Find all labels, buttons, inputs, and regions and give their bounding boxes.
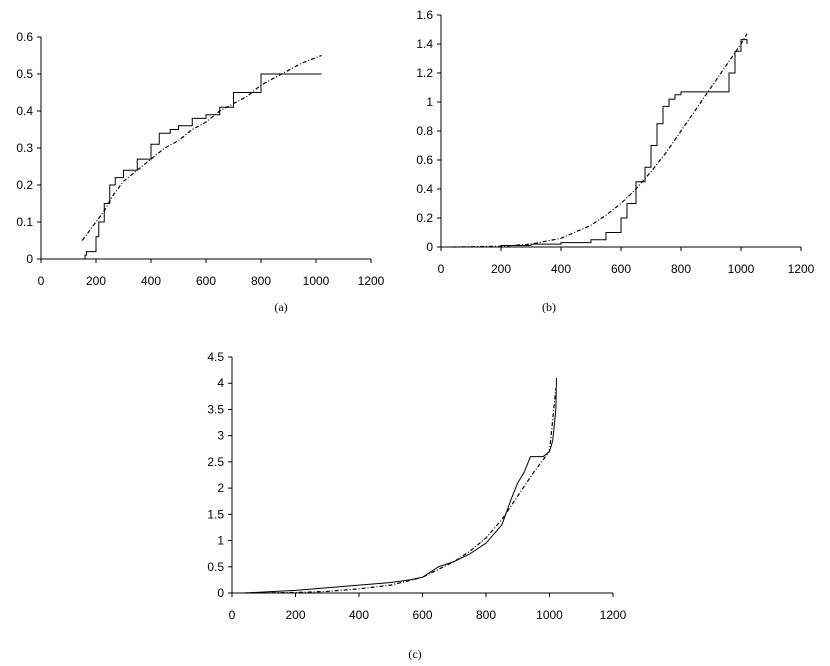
y-tick-label: 1.4: [416, 37, 433, 51]
y-tick-label: 0.6: [416, 153, 433, 167]
series-line-fitted-dashdot: [452, 33, 748, 248]
chart-panel-b: 0 0.2 0.4 0.6 0.8 1 1.2 1.4 1.6 0 200 400 600 800 1000…: [416, 8, 814, 314]
y-tick-label: 2.5: [207, 455, 224, 469]
x-tick-label: 400: [141, 274, 161, 288]
x-tick-label: 200: [285, 608, 305, 622]
y-tick-label: 0: [217, 586, 224, 600]
y-tick-label: 0.4: [16, 104, 33, 118]
x-tick-label: 1200: [788, 262, 815, 276]
y-tick-label: 3: [217, 429, 224, 443]
panel-label: (b): [542, 300, 556, 314]
x-tick-label: 1200: [358, 274, 385, 288]
series-line-observed-solid: [453, 39, 748, 248]
y-tick-label: 1: [217, 534, 224, 548]
x-tick-label: 600: [196, 274, 216, 288]
x-tick-label: 800: [671, 262, 691, 276]
panel-label: (a): [274, 300, 287, 314]
y-tick-label: 1.2: [416, 66, 433, 80]
y-tick-label: 0.6: [16, 30, 33, 44]
x-tick-label: 800: [476, 608, 496, 622]
x-tick-label: 600: [412, 608, 432, 622]
y-tick-label: 0.5: [16, 67, 33, 81]
x-tick-label: 1200: [600, 608, 627, 622]
chart-panel-c: 0 0.5 1 1.5 2 2.5 3 3.5 4 4.5 0 200 400 600 800 1000 120…: [207, 350, 626, 661]
y-tick-label: 0: [26, 252, 33, 266]
x-tick-label: 1000: [728, 262, 755, 276]
y-tick-label: 4.5: [207, 350, 224, 364]
x-tick-label: 400: [551, 262, 571, 276]
y-tick-label: 1.6: [416, 8, 433, 22]
x-tick-label: 400: [349, 608, 369, 622]
y-tick-label: 4: [217, 376, 224, 390]
series-line-observed-solid: [82, 73, 322, 260]
series-line-fitted-dashdot: [244, 388, 557, 594]
x-tick-label: 1000: [303, 274, 330, 288]
y-tick-label: 0: [426, 240, 433, 254]
y-tick-label: 3.5: [207, 402, 224, 416]
x-tick-label: 1000: [536, 608, 563, 622]
y-tick-label: 0.3: [16, 141, 33, 155]
x-tick-label: 0: [229, 608, 236, 622]
y-tick-label: 0.5: [207, 560, 224, 574]
x-tick-label: 200: [86, 274, 106, 288]
x-tick-label: 600: [611, 262, 631, 276]
series-line-observed-solid: [244, 377, 557, 594]
x-tick-label: 0: [38, 274, 45, 288]
panel-label: (c): [408, 647, 421, 661]
x-tick-label: 200: [491, 262, 511, 276]
x-tick-label: 800: [251, 274, 271, 288]
series-line-fitted-dashdot: [81, 54, 322, 241]
y-tick-label: 0.1: [16, 215, 33, 229]
x-tick-label: 0: [438, 262, 445, 276]
y-tick-label: 1.5: [207, 507, 224, 521]
chart-panel-a: 0 0.1 0.2 0.3 0.4 0.5 0.6 0 200 400 600 800 1000 1200…: [16, 30, 384, 314]
y-tick-label: 0.4: [416, 182, 433, 196]
y-tick-label: 0.8: [416, 124, 433, 138]
y-tick-label: 1: [426, 95, 433, 109]
y-tick-label: 0.2: [16, 178, 33, 192]
y-tick-label: 2: [217, 481, 224, 495]
y-tick-label: 0.2: [416, 211, 433, 225]
